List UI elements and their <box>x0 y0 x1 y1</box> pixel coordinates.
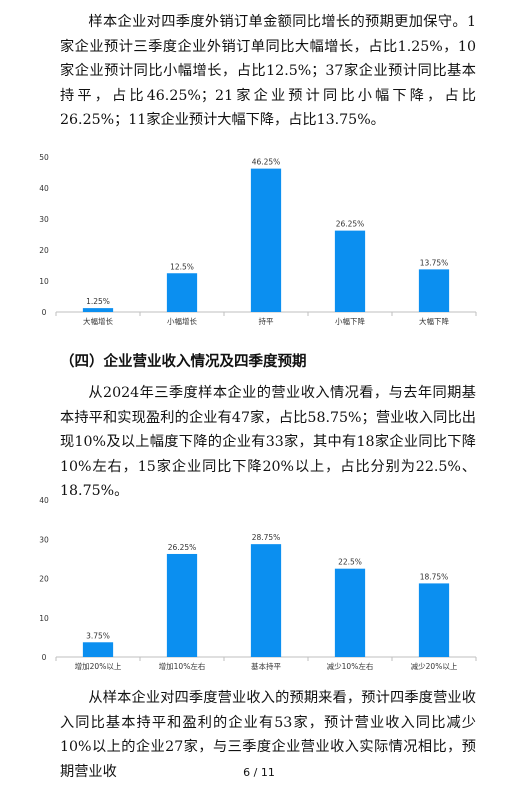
x-tick-label: 大幅下降 <box>419 316 449 326</box>
y-tick-label: 10 <box>39 614 49 623</box>
chart-export-orders: 0 10 20 30 40 50 1.25% 大幅增长 12.5% 小幅增长 46.25% 持平 26.… <box>30 145 480 335</box>
y-tick-label: 30 <box>39 215 49 224</box>
bar <box>82 308 114 312</box>
bar <box>334 230 366 312</box>
y-tick-label: 0 <box>42 308 47 317</box>
y-tick-label: 20 <box>39 575 49 584</box>
x-tick-label: 大幅增长 <box>83 316 113 326</box>
bar <box>82 642 114 657</box>
data-label: 12.5% <box>170 262 194 271</box>
y-tick-label: 10 <box>39 277 49 286</box>
data-label: 46.25% <box>252 158 281 167</box>
paragraph-export-orders: 样本企业对四季度外销订单金额同比增长的预期更加保守。1家企业预计三季度企业外销订… <box>60 14 476 129</box>
bar <box>250 544 282 657</box>
x-tick-label: 减少10%左右 <box>327 661 374 671</box>
x-tick-label: 增加10%左右 <box>159 661 206 671</box>
data-label: 1.25% <box>86 297 110 306</box>
page-number: 6 / 11 <box>243 766 275 779</box>
x-tick-label: 增加20%以上 <box>75 661 122 671</box>
y-tick-label: 50 <box>39 153 49 162</box>
data-label: 26.25% <box>168 543 197 552</box>
data-label: 18.75% <box>420 572 449 581</box>
y-tick-label: 40 <box>39 184 49 193</box>
y-tick-label: 40 <box>39 496 49 505</box>
x-tick-label: 小幅下降 <box>335 316 365 326</box>
chart-revenue: 0 10 20 30 40 3.75% 增加20%以上 26.25% 增加10%左右 28.75%… <box>30 490 480 675</box>
bar <box>250 168 282 312</box>
data-label: 26.25% <box>336 220 365 229</box>
y-tick-label: 30 <box>39 535 49 544</box>
paragraph-revenue: 从2024年三季度样本企业的营业收入情况看，与去年同期基本持平和实现盈利的企业有… <box>60 385 476 500</box>
data-label: 22.5% <box>338 558 362 567</box>
data-label: 28.75% <box>252 533 281 542</box>
bar-chart-export-orders: 0 10 20 30 40 50 1.25% 大幅增长 12.5% 小幅增长 46.25% 持平 26.… <box>39 153 477 326</box>
x-tick-label: 基本持平 <box>251 661 281 671</box>
y-tick-label: 0 <box>42 653 47 662</box>
x-tick-label: 小幅增长 <box>167 316 197 326</box>
bar <box>166 273 198 312</box>
bar <box>334 568 366 657</box>
section-heading: （四）企业营业收入情况及四季度预期 <box>60 353 307 370</box>
bar-chart-revenue: 0 10 20 30 40 3.75% 增加20%以上 26.25% 增加10%左右 28.75%… <box>39 496 477 671</box>
bar <box>166 553 198 657</box>
data-label: 3.75% <box>86 631 110 640</box>
y-tick-label: 20 <box>39 246 49 255</box>
x-tick-label: 持平 <box>259 316 274 326</box>
data-label: 13.75% <box>420 258 449 267</box>
paragraph-revenue-outlook: 从样本企业对四季度营业收入的预期来看，预计四季度营业收入同比基本持平和盈利的企业… <box>60 690 476 780</box>
bar <box>418 269 450 312</box>
bar <box>418 583 450 657</box>
x-tick-label: 减少20%以上 <box>411 661 458 671</box>
